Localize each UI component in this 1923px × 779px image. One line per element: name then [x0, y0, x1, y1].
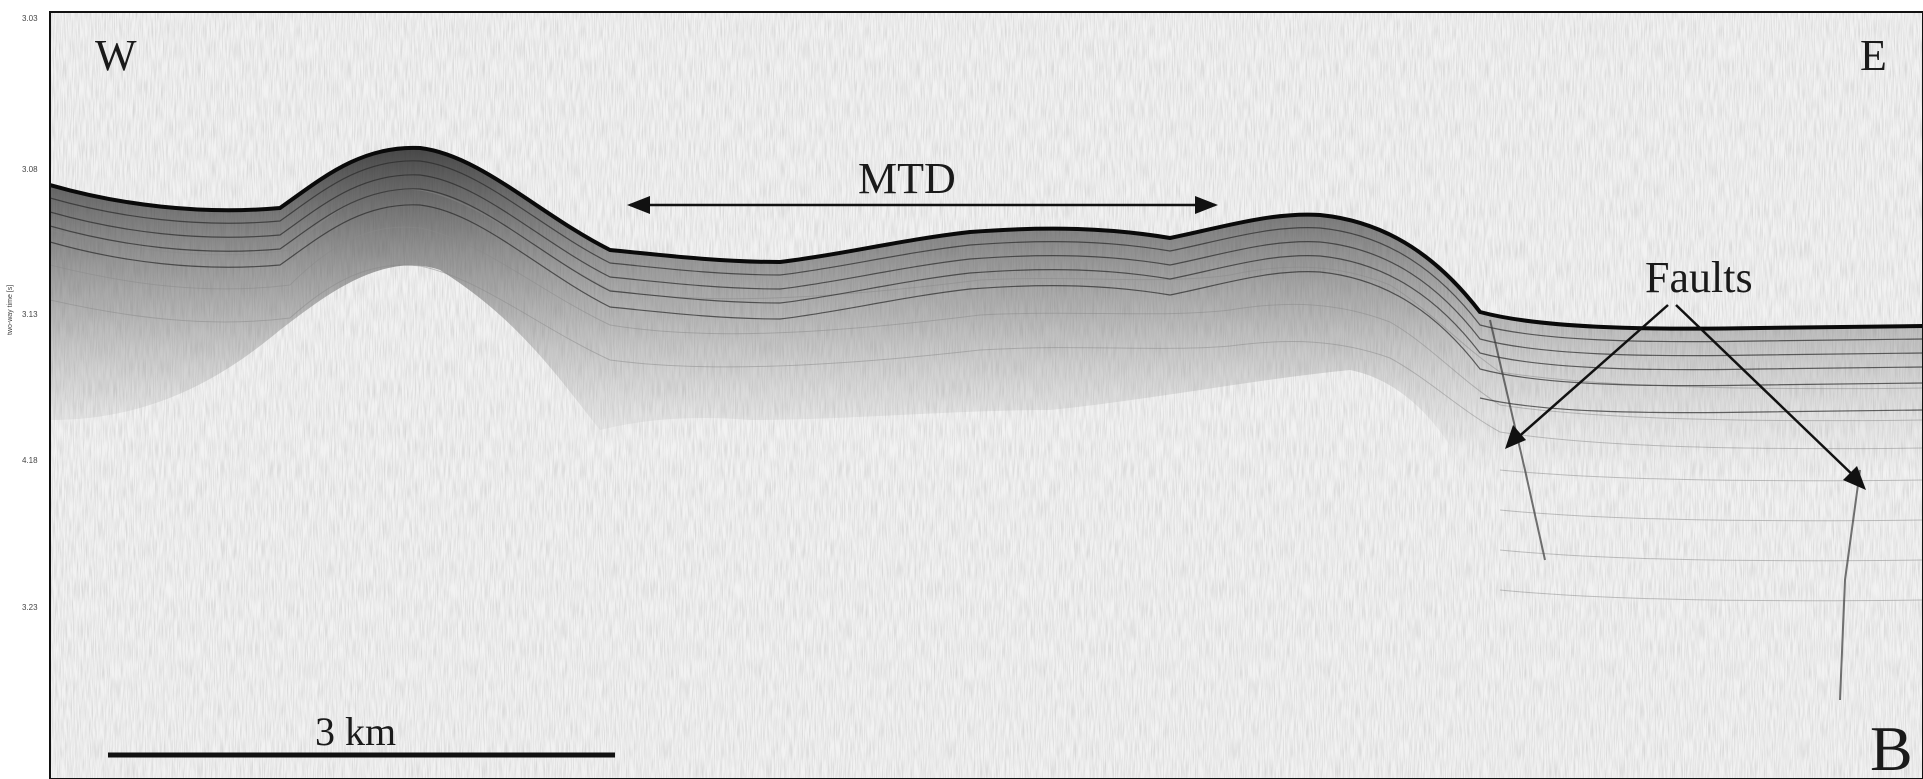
seismic-section [50, 12, 1923, 779]
east-label: E [1860, 31, 1887, 80]
west-label: W [95, 31, 137, 80]
shallow-reflectors [50, 160, 1923, 414]
y-axis-title: two-way time [s] [7, 285, 14, 335]
panel-label: B [1870, 713, 1913, 779]
y-tick-label: 3.23 [22, 603, 38, 612]
seafloor-reflector [50, 145, 1923, 331]
y-axis: two-way time [s] 3.03 3.08 3.13 4.18 3.2… [7, 14, 38, 612]
mtd-label: MTD [858, 154, 956, 203]
fault-arrows [1505, 304, 1866, 490]
scale-bar: 3 km [108, 709, 615, 758]
fault-plane-west [1489, 319, 1546, 561]
y-tick-label: 3.08 [22, 165, 38, 174]
y-tick-label: 3.13 [22, 310, 38, 319]
faults-label: Faults [1645, 253, 1753, 302]
fault-plane-east [1839, 469, 1861, 701]
scale-bar-label: 3 km [315, 709, 396, 754]
y-tick-label: 4.18 [22, 456, 38, 465]
deep-reflectors [50, 188, 1923, 602]
plot-frame [49, 11, 1923, 779]
mtd-extent-arrow [627, 196, 1218, 214]
y-tick-label: 3.03 [22, 14, 38, 23]
sediment-package [50, 147, 1923, 480]
